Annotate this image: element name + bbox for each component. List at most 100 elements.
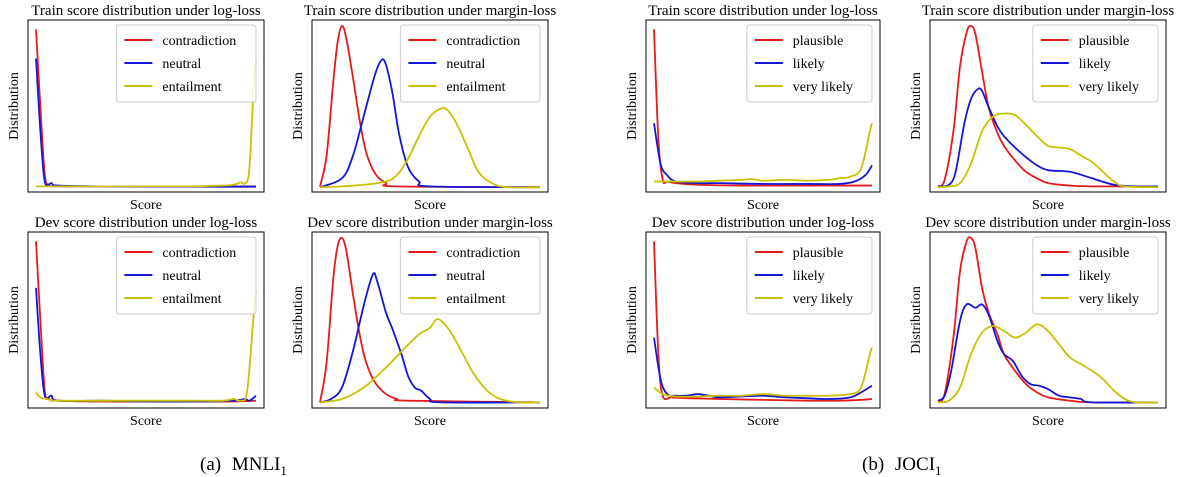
legend-entry: plausible: [793, 34, 844, 49]
legend-entry: entailment: [446, 292, 505, 307]
x-axis-label: Score: [414, 414, 446, 429]
legend-entry: neutral: [162, 269, 201, 284]
subplot: Train score distribution under margin-lo…: [909, 3, 1174, 213]
subplot-title: Dev score distribution under margin-loss: [925, 215, 1171, 231]
legend-entry: contradiction: [446, 246, 520, 261]
legend-entry: entailment: [162, 80, 221, 95]
legend-entry: neutral: [446, 57, 485, 72]
caption-a-sub: 1: [280, 463, 287, 477]
subplot: Dev score distribution under log-loss Sco…: [625, 215, 881, 429]
x-axis-label: Score: [1032, 198, 1064, 213]
y-axis-label: Distribution: [291, 72, 306, 140]
series-lines: [319, 25, 541, 189]
legend-box: [115, 24, 257, 103]
series-line-very-likely: [937, 112, 1159, 189]
subplot-title: Train score distribution under margin-lo…: [922, 3, 1175, 19]
series-line-likely: [653, 123, 873, 186]
legend-entry: entailment: [446, 80, 505, 95]
legend-entry: plausible: [793, 246, 844, 261]
subplot-title: Train score distribution under log-loss: [648, 3, 878, 19]
plot-frame: [27, 19, 265, 193]
series-line-contradiction: [319, 25, 541, 189]
subplot: Train score distribution under margin-lo…: [291, 3, 556, 213]
y-axis-label: Distribution: [909, 72, 924, 140]
subplot: Train score distribution under log-loss S…: [7, 3, 265, 213]
series-lines: [35, 29, 257, 188]
series-lines: [937, 25, 1159, 189]
x-axis-label: Score: [414, 198, 446, 213]
legend-entry: plausible: [1079, 34, 1130, 49]
legend-entry: neutral: [162, 57, 201, 72]
legend-entry: neutral: [446, 269, 485, 284]
y-axis-label: Distribution: [7, 286, 22, 354]
plot-frame: [311, 19, 549, 193]
caption-b-text: JOCI: [895, 454, 935, 475]
legend: contradiction neutral entailment: [115, 236, 257, 315]
legend-entry: likely: [793, 269, 825, 284]
legend-box: [746, 236, 873, 315]
series-line-likely: [653, 337, 873, 400]
subplot-title: Dev score distribution under log-loss: [35, 215, 258, 231]
caption-b: (b) JOCI1: [862, 454, 942, 477]
plot-frame: [27, 231, 265, 409]
series-line-very-likely: [654, 122, 873, 183]
legend-box: [746, 24, 873, 103]
series-lines: [35, 241, 257, 403]
subplot-title: Dev score distribution under margin-loss: [307, 215, 553, 231]
legend: plausible likely very likely: [1032, 236, 1159, 315]
legend-entry: contradiction: [162, 246, 236, 261]
series-lines: [937, 236, 1159, 404]
subplot: Train score distribution under log-loss S…: [625, 3, 881, 213]
plot-frame: [645, 231, 881, 409]
legend-entry: likely: [1079, 57, 1111, 72]
subplot-title: Train score distribution under margin-lo…: [304, 3, 557, 19]
series-line-very-likely: [937, 323, 1159, 404]
legend-entry: entailment: [162, 292, 221, 307]
series-line-neutral: [319, 272, 541, 404]
plot-frame: [311, 231, 549, 409]
x-axis-label: Score: [747, 198, 779, 213]
legend: plausible likely very likely: [746, 24, 873, 103]
caption-b-label: (b): [862, 454, 884, 475]
caption-a: (a) MNLI1: [200, 454, 287, 477]
subplot: Dev score distribution under margin-loss…: [291, 215, 553, 429]
series-line-entailment: [319, 318, 541, 404]
y-axis-label: Distribution: [625, 72, 640, 140]
y-axis-label: Distribution: [909, 286, 924, 354]
legend-box: [399, 236, 541, 315]
subplot: Dev score distribution under margin-loss…: [909, 215, 1171, 429]
series-lines: [653, 29, 873, 187]
series-line-very-likely: [653, 347, 873, 398]
x-axis-label: Score: [130, 198, 162, 213]
legend-entry: very likely: [1079, 292, 1139, 307]
series-line-likely: [937, 87, 1159, 188]
series-lines: [653, 241, 873, 402]
series-line-entailment: [319, 107, 541, 189]
legend-entry: likely: [793, 57, 825, 72]
plot-frame: [929, 19, 1167, 193]
y-axis-label: Distribution: [7, 72, 22, 140]
legend-box: [115, 236, 257, 315]
caption-a-text: MNLI: [232, 454, 281, 475]
y-axis-label: Distribution: [625, 286, 640, 354]
x-axis-label: Score: [1032, 414, 1064, 429]
plot-frame: [645, 19, 881, 193]
series-line-neutral: [319, 58, 541, 189]
legend: plausible likely very likely: [746, 236, 873, 315]
legend-entry: very likely: [793, 292, 853, 307]
caption-b-sub: 1: [935, 463, 942, 477]
legend-entry: contradiction: [446, 34, 520, 49]
series-line-entailment: [35, 291, 257, 402]
subplot: Dev score distribution under log-loss Sco…: [7, 215, 265, 429]
subplot-title: Train score distribution under log-loss: [31, 3, 261, 19]
series-line-contradiction: [319, 236, 541, 404]
legend: contradiction neutral entailment: [399, 236, 541, 315]
x-axis-label: Score: [130, 414, 162, 429]
plot-frame: [929, 231, 1167, 409]
legend: contradiction neutral entailment: [399, 24, 541, 103]
series-lines: [319, 236, 541, 404]
legend-entry: very likely: [793, 80, 853, 95]
y-axis-label: Distribution: [291, 286, 306, 354]
series-line-likely: [937, 303, 1159, 404]
